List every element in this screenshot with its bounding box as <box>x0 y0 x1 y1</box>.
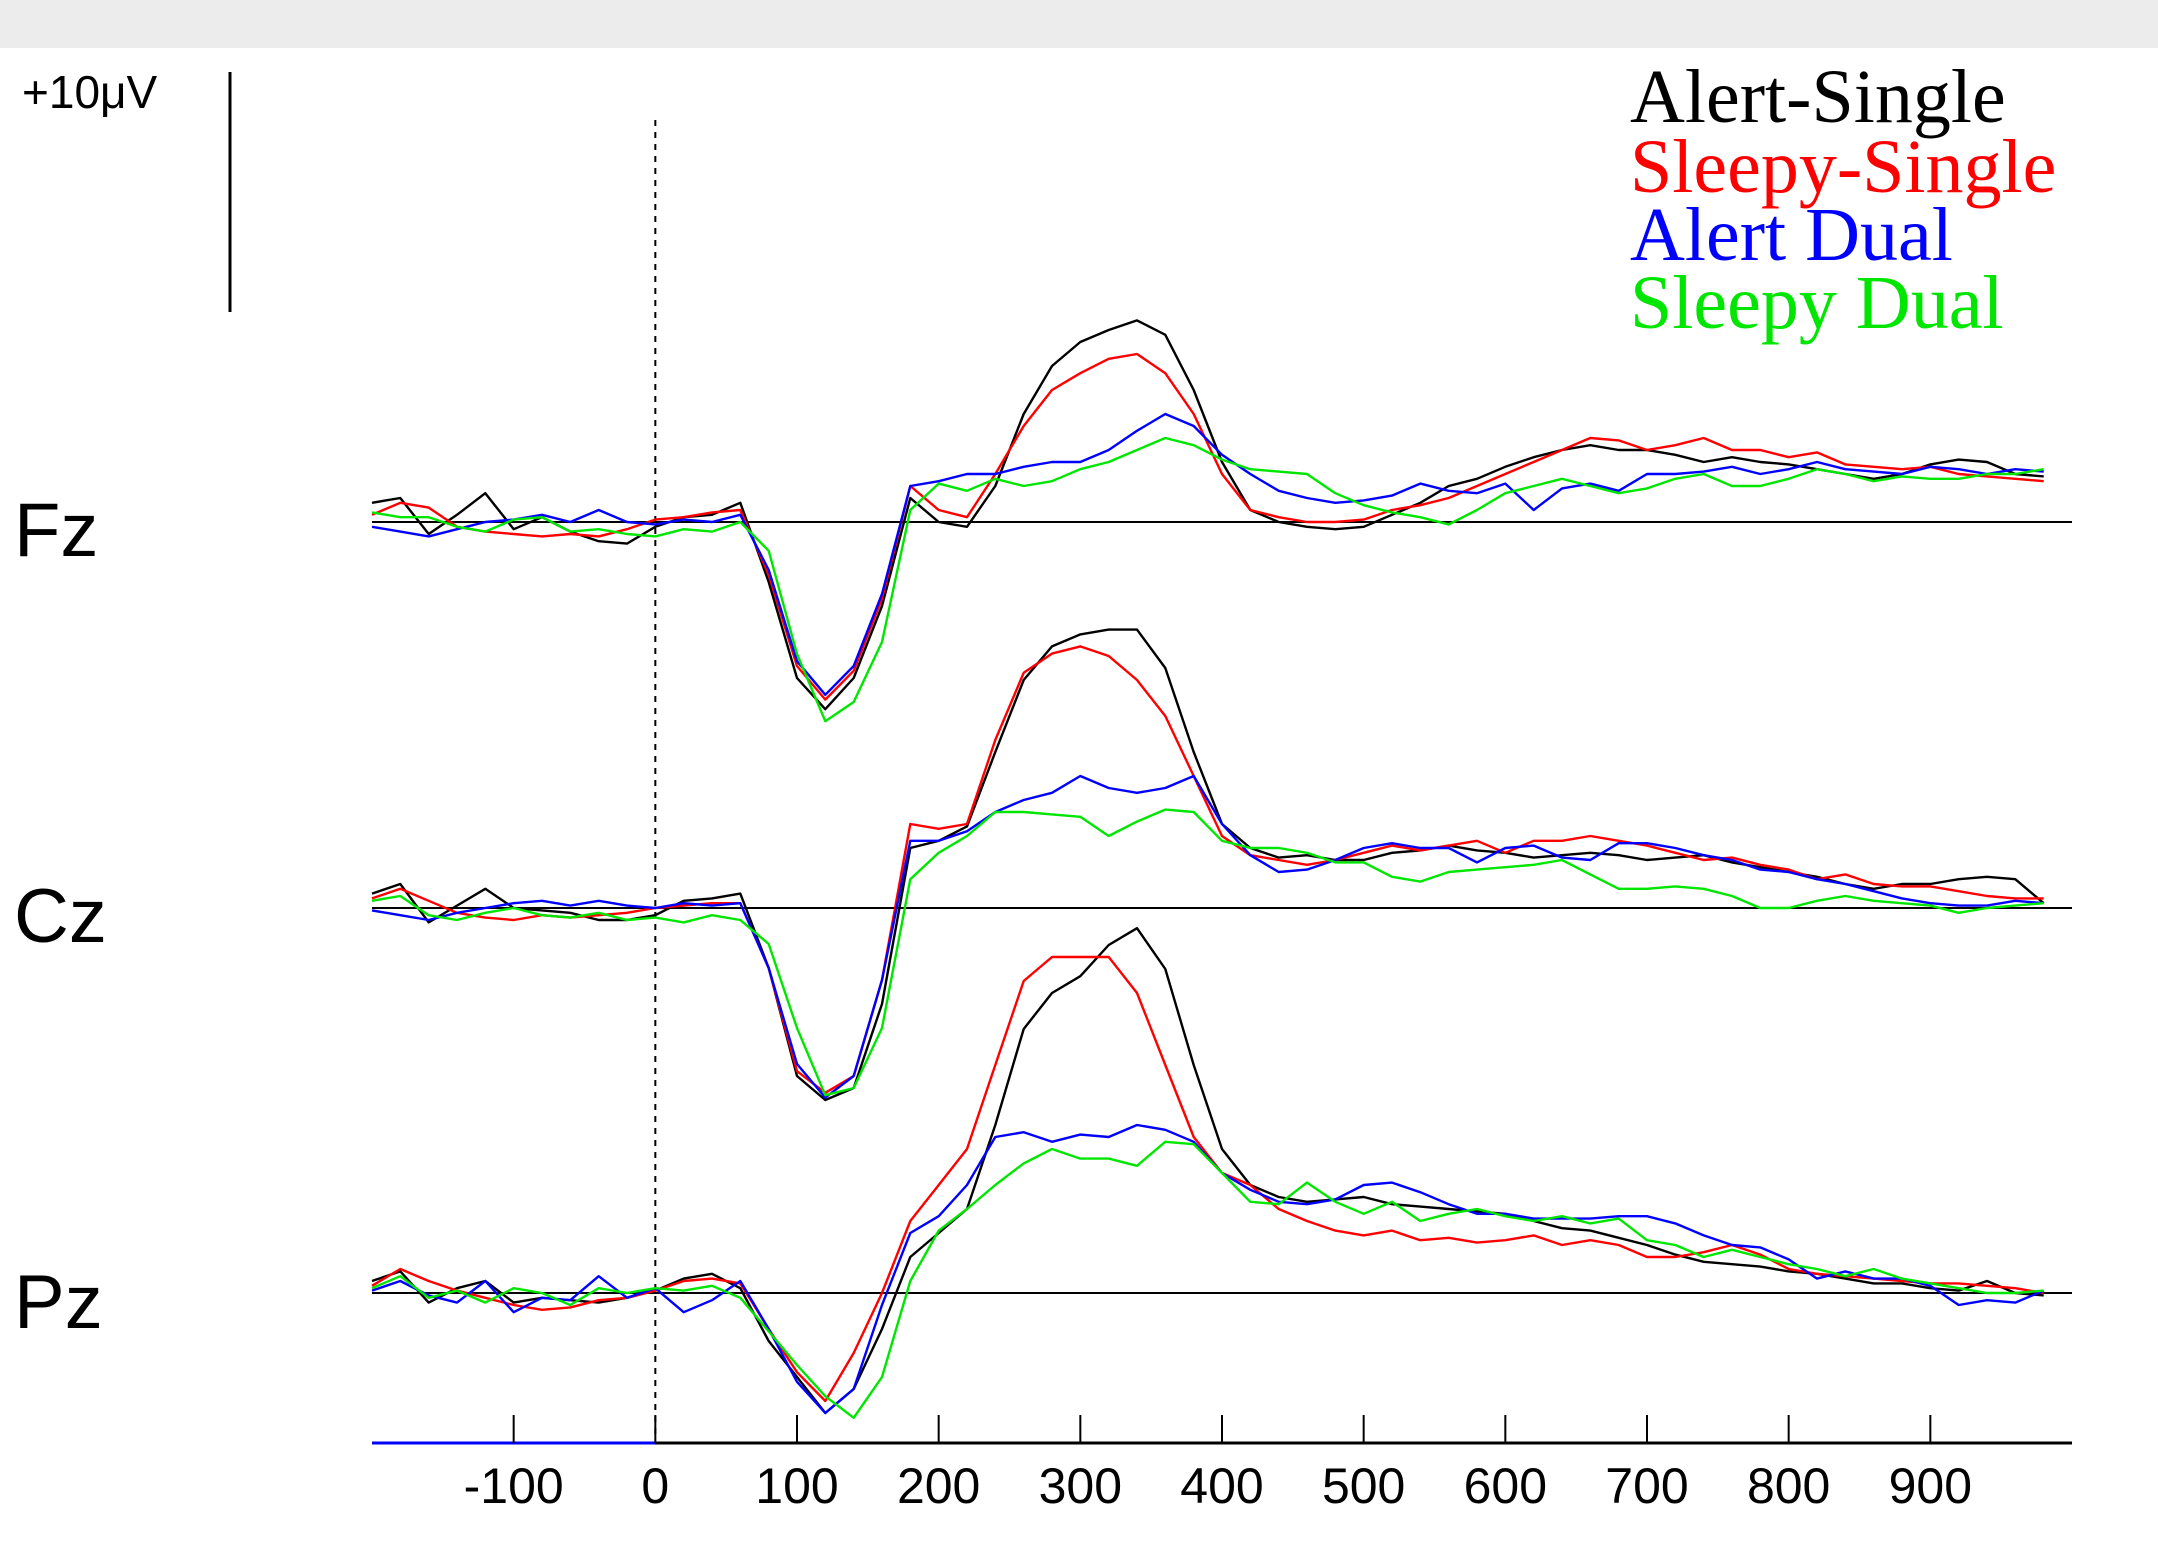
trace-sleepy-dual-cz <box>371 808 2044 1097</box>
window-top-bar <box>0 0 2158 48</box>
x-tick-label-800: 800 <box>1747 1458 1830 1514</box>
channel-label-cz: Cz <box>14 874 107 959</box>
x-tick-label-600: 600 <box>1464 1458 1547 1514</box>
trace-alert-dual-fz <box>371 412 2044 696</box>
trace-alert-dual-cz <box>371 774 2044 1099</box>
trace-sleepy-dual-fz <box>371 436 2044 723</box>
trace-alert-single-fz <box>371 319 2044 711</box>
x-tick-label-100: 100 <box>755 1458 838 1514</box>
x-tick-label-300: 300 <box>1039 1458 1122 1514</box>
legend-entry-sleepy-dual: Sleepy Dual <box>1630 261 2004 345</box>
scale-bar-label: +10μV <box>22 66 158 118</box>
channel-label-fz: Fz <box>14 488 98 573</box>
legend-entry-alert-single: Alert-Single <box>1630 55 2006 139</box>
trace-sleepy-dual-pz <box>371 1140 2044 1419</box>
legend-entry-sleepy-single: Sleepy-Single <box>1630 125 2056 209</box>
trace-alert-single-cz <box>371 628 2045 1102</box>
traces <box>371 319 2045 1419</box>
trace-sleepy-single-cz <box>371 645 2044 1094</box>
legend: Alert-Single Sleepy-Single Alert Dual Sl… <box>1630 55 2056 345</box>
baselines <box>372 521 2072 1294</box>
x-tick-label-400: 400 <box>1180 1458 1263 1514</box>
trace-alert-single-pz <box>371 927 2044 1415</box>
channel-label-pz: Pz <box>14 1260 103 1345</box>
x-tick-label--100: -100 <box>464 1458 564 1514</box>
trace-sleepy-single-fz <box>371 352 2044 701</box>
x-axis: -100 0 100 200 300 400 500 600 700 800 900 <box>372 1415 2072 1514</box>
x-tick-label-0: 0 <box>641 1458 669 1514</box>
x-tick-label-700: 700 <box>1605 1458 1688 1514</box>
x-tick-label-500: 500 <box>1322 1458 1405 1514</box>
x-tick-label-900: 900 <box>1889 1458 1972 1514</box>
trace-sleepy-single-pz <box>371 955 2044 1403</box>
x-tick-label-200: 200 <box>897 1458 980 1514</box>
legend-entry-alert-dual: Alert Dual <box>1630 193 1953 277</box>
